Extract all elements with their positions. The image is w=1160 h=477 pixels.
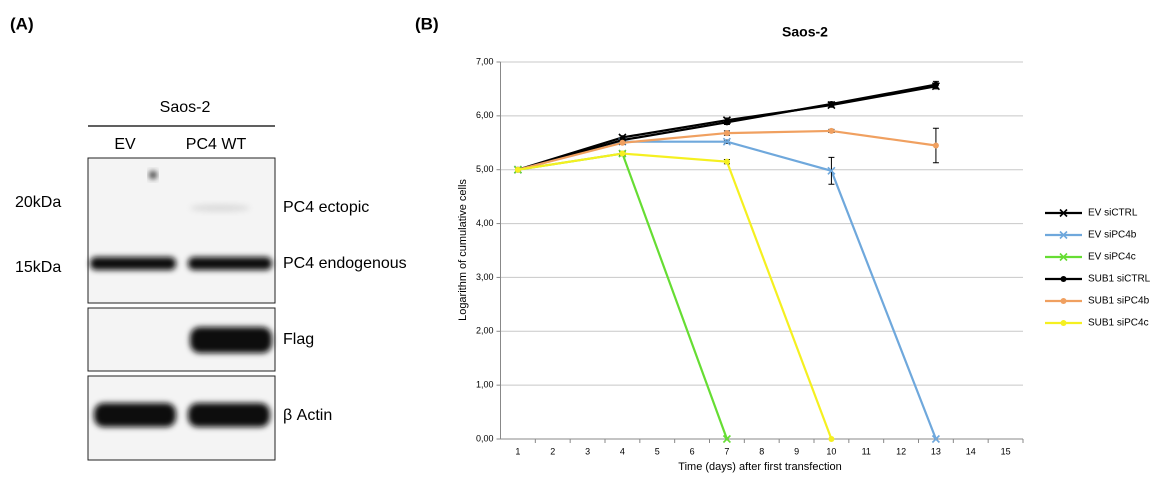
cell-line: Saos-2 bbox=[160, 99, 211, 116]
marker bbox=[724, 130, 730, 136]
marker bbox=[933, 142, 939, 148]
y-tick-label: 1,00 bbox=[476, 380, 494, 390]
panel-label: (B) bbox=[415, 14, 439, 33]
x-tick-label: 15 bbox=[1001, 446, 1011, 456]
band-label: β Actin bbox=[283, 407, 332, 424]
marker bbox=[619, 151, 625, 157]
x-tick-label: 3 bbox=[585, 446, 590, 456]
legend-marker bbox=[1061, 276, 1067, 282]
y-tick-label: 5,00 bbox=[476, 164, 494, 174]
legend-marker bbox=[1061, 298, 1067, 304]
y-tick-label: 3,00 bbox=[476, 272, 494, 282]
marker bbox=[828, 101, 834, 107]
x-tick-label: 1 bbox=[515, 446, 520, 456]
marker bbox=[619, 140, 625, 146]
legend-marker bbox=[1061, 320, 1067, 326]
legend-label: EV siPC4c bbox=[1088, 252, 1136, 263]
legend-label: SUB1 siCTRL bbox=[1088, 274, 1151, 285]
series-line bbox=[518, 142, 936, 439]
y-tick-label: 6,00 bbox=[476, 110, 494, 120]
legend-label: EV siCTRL bbox=[1088, 208, 1138, 219]
series-line bbox=[518, 86, 936, 169]
marker bbox=[933, 82, 939, 88]
y-axis-label: Logarithm of cumulative cells bbox=[457, 179, 469, 321]
band-label: PC4 endogenous bbox=[283, 255, 407, 272]
lane-label: EV bbox=[114, 136, 136, 153]
x-tick-label: 4 bbox=[620, 446, 625, 456]
legend-marker bbox=[1061, 298, 1067, 304]
x-tick-label: 2 bbox=[550, 446, 555, 456]
legend-label: SUB1 siPC4b bbox=[1088, 296, 1150, 307]
x-tick-label: 13 bbox=[931, 446, 941, 456]
marker-size: 15kDa bbox=[15, 259, 61, 276]
lane-label: PC4 WT bbox=[186, 136, 247, 153]
panel-label: (A) bbox=[10, 14, 34, 33]
blot bbox=[88, 158, 275, 303]
series-line bbox=[518, 154, 727, 439]
x-tick-label: 9 bbox=[794, 446, 799, 456]
marker bbox=[515, 167, 521, 173]
x-axis-label: Time (days) after first transfection bbox=[678, 461, 841, 473]
legend-marker bbox=[1061, 276, 1067, 282]
chart-title: Saos-2 bbox=[782, 24, 828, 40]
band-label: PC4 ectopic bbox=[283, 199, 369, 216]
x-tick-label: 11 bbox=[862, 446, 871, 456]
marker bbox=[828, 128, 834, 134]
y-tick-label: 2,00 bbox=[476, 326, 494, 336]
band-label: Flag bbox=[283, 331, 314, 348]
x-tick-label: 14 bbox=[966, 446, 976, 456]
x-tick-label: 7 bbox=[724, 446, 729, 456]
y-tick-label: 4,00 bbox=[476, 218, 494, 228]
y-tick-label: 7,00 bbox=[476, 56, 494, 66]
marker bbox=[828, 436, 834, 442]
legend-marker bbox=[1061, 320, 1067, 326]
marker bbox=[724, 159, 730, 165]
x-tick-label: 12 bbox=[896, 446, 906, 456]
x-tick-label: 8 bbox=[759, 446, 764, 456]
figure: (A) Saos-2 EV PC4 WT 20kDa 15kDa PC4 ect… bbox=[0, 0, 1160, 477]
marker-size: 20kDa bbox=[15, 194, 61, 211]
marker bbox=[724, 119, 730, 125]
x-tick-label: 10 bbox=[826, 446, 836, 456]
y-tick-label: 0,00 bbox=[476, 433, 494, 443]
legend-label: SUB1 siPC4c bbox=[1088, 318, 1149, 329]
x-tick-label: 5 bbox=[655, 446, 660, 456]
x-tick-label: 6 bbox=[690, 446, 695, 456]
legend-label: EV siPC4b bbox=[1088, 230, 1137, 241]
